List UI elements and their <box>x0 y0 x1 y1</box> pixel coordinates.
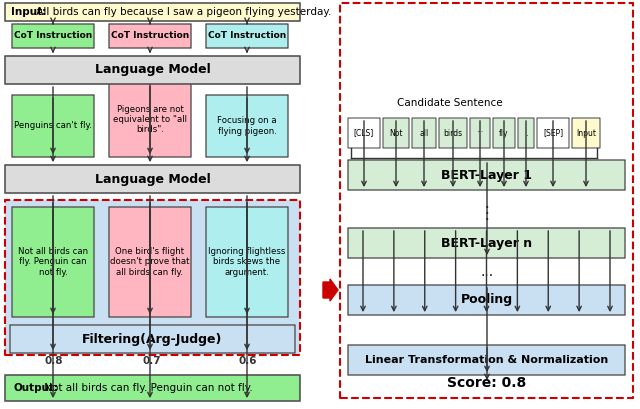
Text: CoT Instruction: CoT Instruction <box>208 31 286 40</box>
FancyBboxPatch shape <box>109 82 191 157</box>
Text: Language Model: Language Model <box>95 173 211 186</box>
FancyBboxPatch shape <box>5 375 300 401</box>
FancyBboxPatch shape <box>348 160 625 190</box>
Text: Penguins can't fly.: Penguins can't fly. <box>14 121 92 130</box>
Text: all: all <box>419 128 429 137</box>
Text: CoT Instruction: CoT Instruction <box>111 31 189 40</box>
FancyBboxPatch shape <box>5 200 300 355</box>
FancyBboxPatch shape <box>537 118 569 148</box>
Text: 0.7: 0.7 <box>143 356 161 366</box>
Text: Pigeons are not
equivalent to "all
birds".: Pigeons are not equivalent to "all birds… <box>113 105 187 135</box>
FancyBboxPatch shape <box>206 207 288 317</box>
Text: ⋮: ⋮ <box>479 204 495 222</box>
FancyBboxPatch shape <box>412 118 436 148</box>
FancyBboxPatch shape <box>470 118 490 148</box>
Text: 0.6: 0.6 <box>239 356 257 366</box>
FancyBboxPatch shape <box>206 95 288 157</box>
FancyBboxPatch shape <box>348 228 625 258</box>
Text: 0.8: 0.8 <box>45 356 63 366</box>
FancyBboxPatch shape <box>109 24 191 48</box>
Text: fly: fly <box>499 128 509 137</box>
Text: Ignoring flightless
birds skews the
argument.: Ignoring flightless birds skews the argu… <box>208 247 285 277</box>
Text: Filtering(Arg-Judge): Filtering(Arg-Judge) <box>83 333 223 346</box>
FancyBboxPatch shape <box>109 207 191 317</box>
Text: Score: 0.8: Score: 0.8 <box>447 376 527 390</box>
Text: Input: Input <box>576 128 596 137</box>
Text: Focusing on a
flying pigeon.: Focusing on a flying pigeon. <box>217 116 277 136</box>
Text: .: . <box>525 128 527 137</box>
FancyBboxPatch shape <box>12 207 94 317</box>
FancyBboxPatch shape <box>5 165 300 193</box>
FancyBboxPatch shape <box>206 24 288 48</box>
FancyBboxPatch shape <box>10 325 295 353</box>
Text: Candidate Sentence: Candidate Sentence <box>397 98 503 108</box>
Text: Pooling: Pooling <box>460 294 513 306</box>
Text: Not: Not <box>389 128 403 137</box>
FancyBboxPatch shape <box>439 118 467 148</box>
FancyBboxPatch shape <box>5 56 300 84</box>
FancyBboxPatch shape <box>348 345 625 375</box>
Text: Input:: Input: <box>11 7 46 17</box>
FancyBboxPatch shape <box>12 24 94 48</box>
FancyBboxPatch shape <box>5 3 300 21</box>
FancyBboxPatch shape <box>348 285 625 315</box>
Text: Not all birds can fly. Penguin can not fly.: Not all birds can fly. Penguin can not f… <box>41 383 253 393</box>
Text: All birds can fly because I saw a pigeon flying yesterday.: All birds can fly because I saw a pigeon… <box>33 7 332 17</box>
Text: Language Model: Language Model <box>95 63 211 76</box>
FancyArrow shape <box>323 279 338 301</box>
FancyBboxPatch shape <box>572 118 600 148</box>
Text: Not all birds can
fly. Penguin can
not fly.: Not all birds can fly. Penguin can not f… <box>18 247 88 277</box>
FancyBboxPatch shape <box>12 95 94 157</box>
FancyBboxPatch shape <box>383 118 409 148</box>
Text: birds: birds <box>444 128 463 137</box>
Text: Output:: Output: <box>13 383 58 393</box>
Text: BERT-Layer n: BERT-Layer n <box>441 236 532 249</box>
Text: Linear Transformation & Normalization: Linear Transformation & Normalization <box>365 355 608 365</box>
Text: One bird's flight
doesn't prove that
all birds can fly.: One bird's flight doesn't prove that all… <box>110 247 189 277</box>
FancyBboxPatch shape <box>493 118 515 148</box>
Text: BERT-Layer 1: BERT-Layer 1 <box>441 169 532 182</box>
FancyBboxPatch shape <box>340 3 633 398</box>
Text: [SEP]: [SEP] <box>543 128 563 137</box>
Text: ...: ... <box>481 265 493 279</box>
Text: CoT Instruction: CoT Instruction <box>14 31 92 40</box>
Text: ···: ··· <box>476 128 484 137</box>
FancyBboxPatch shape <box>518 118 534 148</box>
Text: [CLS]: [CLS] <box>354 128 374 137</box>
FancyBboxPatch shape <box>348 118 380 148</box>
